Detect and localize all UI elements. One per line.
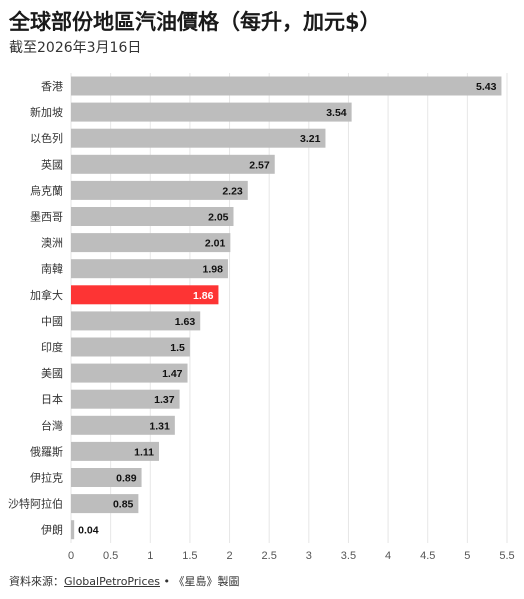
data-label: 1.47 (162, 368, 183, 380)
bar (71, 102, 352, 122)
source-link[interactable]: GlobalPetroPrices (64, 575, 160, 588)
category-label: 沙特阿拉伯 (8, 497, 63, 511)
category-label: 俄羅斯 (30, 445, 63, 458)
category-label: 新加坡 (30, 105, 63, 119)
data-label: 1.86 (193, 290, 214, 302)
x-tick-label: 0.5 (103, 550, 118, 562)
bar (71, 180, 248, 200)
source-note: 資料來源：GlobalPetroPrices • 《星島》製圖 (9, 573, 239, 589)
chart-subtitle: 截至2026年3月16日 (9, 40, 142, 56)
source-prefix: 資料來源： (9, 575, 64, 588)
bar (71, 389, 180, 409)
category-label: 中國 (41, 315, 63, 328)
x-tick-label: 1 (147, 550, 153, 562)
bar (71, 311, 201, 331)
chart-title: 全球部份地區汽油價格（每升，加元$） (9, 10, 381, 34)
bar (71, 363, 188, 383)
data-label: 5.43 (476, 81, 497, 93)
category-label: 以色列 (30, 131, 63, 145)
data-label: 1.37 (154, 394, 175, 406)
data-label: 1.5 (170, 342, 185, 354)
data-label: 3.21 (300, 133, 321, 145)
category-label: 南韓 (41, 263, 63, 276)
data-label: 2.57 (249, 159, 270, 171)
bar (71, 154, 275, 174)
x-tick-label: 0 (68, 550, 74, 562)
x-tick-label: 1.5 (182, 550, 197, 562)
category-label: 英國 (41, 157, 63, 171)
category-label: 伊拉克 (30, 471, 63, 485)
bar (71, 285, 219, 305)
data-label: 2.01 (205, 238, 226, 250)
category-label: 香港 (41, 80, 63, 93)
data-label: 3.54 (326, 107, 347, 119)
source-suffix: • 《星島》製圖 (160, 575, 240, 588)
bar (71, 494, 139, 514)
category-label: 墨西哥 (30, 211, 63, 224)
category-label: 加拿大 (30, 288, 63, 302)
x-tick-label: 3 (306, 550, 312, 562)
category-label: 台灣 (41, 418, 63, 432)
data-label: 0.89 (116, 473, 137, 485)
data-label: 2.05 (208, 212, 229, 224)
bar (71, 520, 75, 540)
bar (71, 207, 234, 226)
data-label: 2.23 (222, 185, 243, 197)
x-tick-label: 2 (226, 550, 232, 562)
data-label: 1.31 (149, 420, 170, 432)
data-label: 1.98 (203, 264, 224, 276)
bar (71, 441, 159, 461)
x-tick-label: 2.5 (262, 550, 277, 562)
category-label: 美國 (41, 367, 63, 380)
x-tick-label: 4 (385, 550, 391, 562)
data-label: 0.85 (113, 499, 134, 511)
bar (71, 259, 228, 279)
bar (71, 337, 190, 357)
category-label: 伊朗 (41, 524, 63, 537)
x-tick-label: 5 (464, 550, 470, 562)
x-tick-label: 4.5 (420, 550, 435, 562)
bar (71, 468, 142, 487)
data-label: 1.63 (175, 316, 196, 328)
bar (71, 415, 175, 435)
x-tick-label: 5.5 (499, 550, 514, 562)
category-label: 印度 (41, 340, 63, 354)
category-label: 烏克蘭 (30, 183, 63, 197)
bar (71, 76, 502, 96)
data-label: 1.11 (134, 446, 154, 458)
x-tick-label: 3.5 (341, 550, 356, 562)
category-label: 澳洲 (41, 237, 63, 250)
data-label: 0.04 (78, 525, 99, 537)
category-label: 日本 (41, 392, 63, 406)
bar (71, 233, 231, 253)
bar (71, 128, 326, 148)
